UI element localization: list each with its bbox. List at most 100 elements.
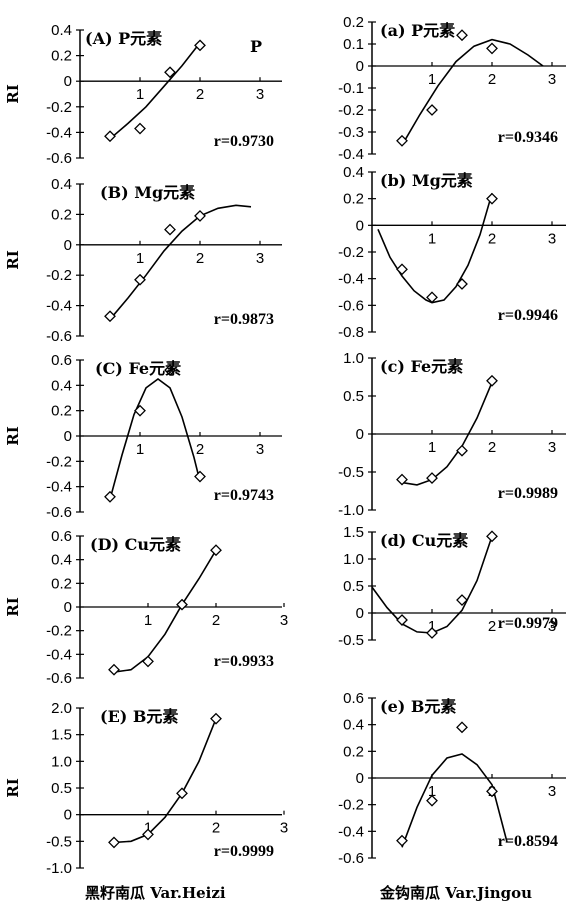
y-tick-label: 1.5 [51, 727, 72, 744]
y-tick-label: 1.0 [343, 551, 364, 568]
x-tick-label: 1 [428, 230, 436, 247]
y-tick-label: 0 [356, 770, 364, 787]
x-tick-label: 2 [488, 230, 496, 247]
y-tick-label: -0.2 [46, 453, 72, 470]
x-tick-label: 1 [428, 783, 436, 800]
data-point [486, 42, 498, 55]
data-point [164, 223, 176, 236]
y-tick-label: -0.8 [338, 324, 364, 341]
panel-title: (c) Fe元素 [380, 357, 463, 376]
y-tick-label: 0 [64, 807, 72, 824]
x-tick-label: 3 [280, 612, 288, 629]
data-point [194, 210, 206, 222]
y-tick-label: 0.4 [343, 717, 364, 734]
x-tick-label: 2 [212, 820, 220, 837]
y-tick-label: -1.0 [338, 502, 364, 519]
x-tick-label: 3 [548, 439, 556, 456]
data-point [134, 404, 146, 417]
data-point [456, 29, 468, 42]
panel-title: (A) P元素 [85, 29, 162, 48]
y-tick-label: 0 [64, 428, 72, 445]
data-point [486, 192, 498, 205]
y-tick-label: -0.4 [46, 646, 72, 663]
x-tick-label: 3 [548, 783, 556, 800]
data-point [134, 273, 146, 286]
y-tick-label: 0 [356, 58, 364, 75]
x-tick-label: 3 [280, 820, 288, 837]
y-axis-label: RI [4, 84, 22, 103]
y-tick-label: 0.4 [51, 22, 72, 39]
footer-right-label: 金钩南瓜 Var.Jingou [380, 884, 533, 902]
panel-title: (C) Fe元素 [95, 359, 181, 378]
panel-title: (b) Mg元素 [380, 171, 473, 190]
x-tick-label: 3 [548, 71, 556, 88]
r-value-label: r=0.9873 [214, 311, 274, 328]
x-tick-label: 2 [488, 618, 496, 635]
fit-curve [401, 38, 544, 146]
fit-curve [377, 193, 493, 304]
y-tick-label: 0.2 [51, 403, 72, 420]
y-tick-label: -0.6 [46, 670, 72, 687]
y-tick-label: 0.6 [51, 352, 72, 369]
r-value-label: r=0.9989 [498, 485, 558, 502]
data-point [426, 104, 438, 116]
chart-panel-5: 0.6 0.4 0.2 0 -0.2 -0.4 -0.6 1 2 3 (C) Fe元素 r=0.974… [4, 352, 282, 521]
data-point [396, 263, 408, 276]
panel-title: (a) P元素 [380, 21, 455, 40]
x-tick-label: 1 [428, 439, 436, 456]
data-point [426, 291, 438, 304]
chart-panel-7: 0.6 0.4 0.2 0 -0.2 -0.4 -0.6 1 2 3 (D) Cu元素 r=0.993… [4, 528, 288, 687]
y-tick-label: -0.3 [338, 124, 364, 141]
data-point [176, 598, 188, 611]
data-point [396, 134, 408, 147]
y-tick-label: -0.2 [46, 267, 72, 284]
y-tick-label: -0.4 [46, 298, 72, 315]
y-tick-label: -0.6 [46, 328, 72, 345]
y-tick-label: 0 [64, 237, 72, 254]
data-point [210, 544, 222, 557]
data-point [142, 655, 154, 668]
r-value-label: r=0.8594 [498, 833, 558, 850]
chart-panel-2: 0.2 0.1 0 -0.1 -0.2 -0.3 -0.4 1 2 3 (a) P元素 r=0.934… [338, 14, 566, 163]
panel-title: (E) B元素 [100, 707, 178, 726]
x-tick-label: 1 [144, 820, 152, 837]
y-tick-label: -0.4 [338, 271, 364, 288]
r-value-label: r=0.9979 [498, 615, 558, 632]
x-tick-label: 2 [488, 439, 496, 456]
x-tick-label: 2 [212, 612, 220, 629]
chart-panel-4: 0.4 0.2 0 -0.2 -0.4 -0.6 -0.8 1 2 3 (b) Mg元素 r=0.99… [338, 164, 566, 341]
y-tick-label: 0.5 [51, 780, 72, 797]
data-point [486, 785, 498, 798]
y-tick-label: -0.6 [46, 504, 72, 521]
y-tick-label: 0.5 [343, 388, 364, 405]
x-tick-label: 3 [256, 86, 264, 103]
data-point [134, 122, 146, 135]
y-tick-label: -0.5 [338, 632, 364, 649]
y-tick-label: 0.2 [343, 743, 364, 760]
footer-left-label: 黑籽南瓜 Var.Heizi [85, 884, 226, 902]
y-tick-label: 0.4 [343, 164, 364, 181]
fit-curve [109, 378, 201, 500]
x-tick-label: 2 [488, 71, 496, 88]
panel-title: (D) Cu元素 [90, 535, 181, 554]
data-point [104, 490, 116, 503]
y-tick-label: 0 [356, 605, 364, 622]
y-tick-label: 0.4 [51, 552, 72, 569]
fit-curve [113, 549, 217, 673]
y-tick-label: 0.2 [343, 191, 364, 208]
x-tick-label: 2 [196, 250, 204, 267]
data-point [486, 374, 498, 387]
y-tick-label: -0.4 [338, 823, 364, 840]
y-tick-label: -0.2 [338, 797, 364, 814]
y-tick-label: -0.2 [338, 102, 364, 119]
y-tick-label: 1.0 [51, 753, 72, 770]
data-point [108, 663, 120, 676]
data-point [456, 594, 468, 606]
y-tick-label: -0.4 [338, 146, 364, 163]
y-tick-label: 0.5 [343, 578, 364, 595]
data-point [142, 828, 154, 841]
data-point [486, 530, 498, 543]
fit-curve [113, 718, 217, 844]
r-value-label: r=0.9743 [214, 487, 274, 504]
